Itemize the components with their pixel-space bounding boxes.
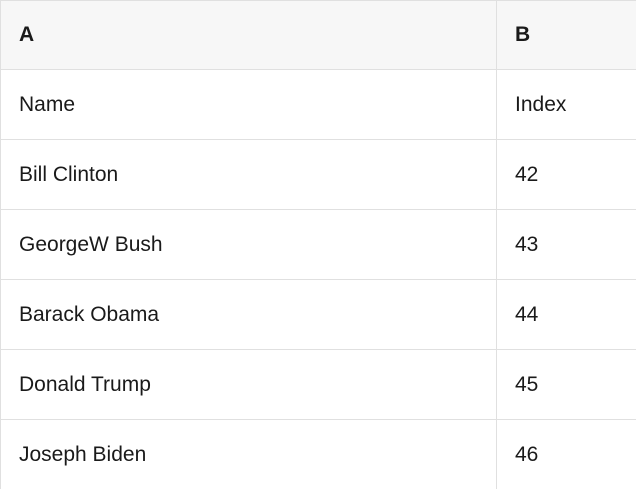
- column-header-a[interactable]: A: [1, 1, 497, 69]
- cell-a2[interactable]: Bill Clinton: [1, 140, 497, 209]
- table-row: GeorgeW Bush 43: [1, 210, 636, 280]
- cell-b3[interactable]: 43: [515, 232, 539, 256]
- column-header-b[interactable]: B: [515, 23, 531, 46]
- cell-b6[interactable]: 46: [515, 443, 539, 466]
- column-header-row: A B: [1, 1, 636, 70]
- cell-a6[interactable]: Joseph Biden: [1, 420, 497, 489]
- table-row: Joseph Biden 46: [1, 420, 636, 489]
- cell-b4[interactable]: 44: [515, 302, 539, 326]
- cell-b2[interactable]: 42: [515, 162, 539, 186]
- cell-a5[interactable]: Donald Trump: [1, 350, 497, 419]
- cell-a4[interactable]: Barack Obama: [1, 280, 497, 349]
- cell-b1[interactable]: Index: [515, 92, 567, 116]
- cell-a1[interactable]: Name: [1, 70, 497, 139]
- table-row: Donald Trump 45: [1, 350, 636, 420]
- table-row: Bill Clinton 42: [1, 140, 636, 210]
- cell-a3[interactable]: GeorgeW Bush: [1, 210, 497, 279]
- table-row: Barack Obama 44: [1, 280, 636, 350]
- table-row: Name Index: [1, 70, 636, 140]
- cell-b5[interactable]: 45: [515, 372, 539, 396]
